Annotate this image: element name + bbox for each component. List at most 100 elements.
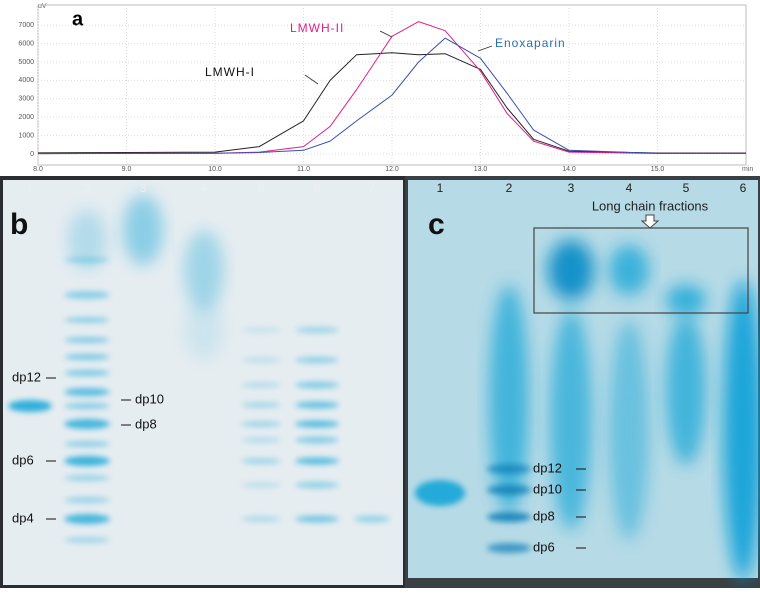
gel-band	[487, 485, 531, 495]
gel-band	[64, 354, 110, 360]
label-leader	[379, 30, 393, 38]
x-tick-label: 15.0	[651, 166, 665, 173]
x-tick-label: 11.0	[297, 166, 310, 173]
series-line	[37, 37, 746, 155]
lane-number: 6	[314, 181, 321, 195]
gel-band	[489, 285, 529, 515]
marker-label: dp8	[135, 416, 157, 431]
gel-band	[609, 320, 649, 540]
lane-number: 2	[506, 181, 513, 195]
gel-band	[241, 482, 281, 488]
series-line	[37, 52, 746, 154]
gel-band	[64, 403, 110, 409]
gel-band	[295, 515, 339, 523]
gel-band	[487, 543, 531, 553]
y-tick-label: 7000	[18, 22, 34, 29]
gel-band	[241, 382, 281, 388]
panel-label: a	[72, 8, 84, 30]
gel-band	[64, 337, 110, 343]
chart-background	[0, 0, 760, 176]
gel-band	[64, 388, 110, 396]
gel-band	[241, 421, 281, 427]
series-label: LMWH-I	[205, 65, 255, 79]
y-axis-label: uV	[38, 3, 47, 10]
gel-band	[295, 381, 339, 389]
gel-band	[64, 456, 110, 466]
gel-band	[64, 537, 110, 543]
gel-band	[295, 481, 339, 489]
lane-number: 5	[258, 181, 265, 195]
gel-band	[609, 245, 649, 295]
lane-number: 3	[568, 181, 575, 195]
gel-band	[666, 285, 706, 315]
arrow	[640, 214, 660, 229]
x-tick-label: 14.0	[562, 166, 576, 173]
marker-label: dp12	[533, 460, 562, 475]
y-tick-label: 2000	[18, 114, 34, 121]
gel-band	[666, 315, 706, 465]
gel-band	[241, 458, 281, 464]
gel-band	[548, 240, 594, 300]
gel-band	[64, 370, 110, 376]
gel-band	[64, 441, 110, 447]
gel-band	[241, 437, 281, 443]
y-tick-label: 4000	[18, 77, 34, 84]
lane-number: 7	[369, 181, 376, 195]
gel-band	[8, 400, 52, 412]
gel-band	[241, 402, 281, 408]
label-leader	[477, 45, 493, 52]
marker-label: dp6	[12, 452, 34, 467]
gel-band	[64, 514, 110, 524]
lane-number: 5	[683, 181, 690, 195]
marker-label: dp10	[533, 481, 562, 496]
gel-band	[295, 356, 339, 364]
gel-band	[241, 327, 281, 333]
gel-band	[295, 401, 339, 409]
panel-label: b	[10, 208, 28, 241]
y-tick-label: 1000	[18, 132, 34, 139]
gel-band	[184, 230, 224, 310]
series-label: Enoxaparin	[495, 36, 566, 50]
y-tick-label: 3000	[18, 96, 34, 103]
gel-band	[64, 419, 110, 429]
gel-band	[184, 300, 224, 360]
box-label: Long chain fractions	[592, 198, 709, 213]
gel-band	[241, 516, 281, 522]
gel-band	[415, 480, 465, 506]
marker-label: dp10	[135, 391, 164, 406]
x-tick-label: 13.0	[474, 166, 488, 173]
gel-bands	[8, 195, 760, 580]
gel-band	[550, 310, 592, 530]
x-tick-label: 12.0	[385, 166, 399, 173]
gel-band	[67, 210, 107, 270]
gel-band	[64, 497, 110, 503]
marker-label: dp8	[533, 508, 555, 523]
lane-number: 6	[740, 181, 747, 195]
lane-number: 4	[201, 181, 208, 195]
gel-band	[295, 420, 339, 428]
y-tick-label: 6000	[18, 40, 34, 47]
lane-number: 1	[437, 181, 444, 195]
gel-band	[487, 464, 531, 474]
lane-number: 4	[626, 181, 633, 195]
highlight-box	[533, 227, 749, 314]
panel-label: c	[428, 208, 445, 241]
x-tick-label: 8.0	[33, 166, 43, 173]
y-tick-label: 0	[30, 151, 34, 158]
gel-band	[123, 195, 163, 265]
lane-number: 1	[27, 181, 34, 195]
lane-number: 3	[140, 181, 147, 195]
y-tick-label: 5000	[18, 59, 34, 66]
gel-band	[241, 357, 281, 363]
marker-label: dp6	[533, 539, 555, 554]
gel-band	[64, 291, 110, 299]
lane-number: 2	[84, 181, 91, 195]
gel-band	[487, 512, 531, 522]
gel-band	[295, 457, 339, 465]
gel-band	[723, 280, 760, 580]
label-leader	[304, 74, 319, 85]
gel-band	[354, 515, 390, 523]
series-label: LMWH-II	[290, 21, 344, 35]
x-axis-label: min	[742, 166, 753, 173]
